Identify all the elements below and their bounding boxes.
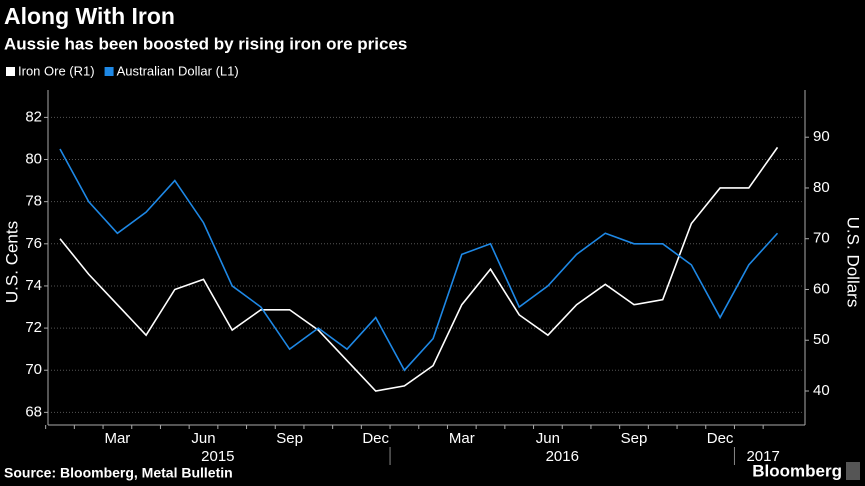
x-tick-label: Dec — [707, 430, 734, 447]
y2-tick-label: 50 — [813, 331, 830, 348]
x-tick-label: Dec — [362, 430, 389, 447]
x-tick-label: Jun — [191, 430, 215, 447]
y2-tick-label: 90 — [813, 128, 830, 145]
x-tick-label: Jun — [536, 430, 560, 447]
y2-tick-label: 40 — [813, 382, 830, 399]
y-tick-label: 68 — [25, 403, 42, 420]
legend-label: Australian Dollar (L1) — [117, 63, 239, 78]
x-tick-label: Sep — [276, 430, 303, 447]
year-label: 2017 — [746, 448, 779, 465]
chart-title: Along With Iron — [4, 3, 175, 29]
y-tick-label: 74 — [25, 277, 42, 294]
chart-subtitle: Aussie has been boosted by rising iron o… — [4, 34, 407, 53]
y-tick-label: 80 — [25, 150, 42, 167]
legend-swatch — [6, 67, 15, 76]
y2-axis-label: U.S. Dollars — [844, 217, 863, 308]
y-tick-label: 70 — [25, 361, 42, 378]
line — [59, 148, 779, 372]
x-tick-label: Mar — [449, 430, 475, 447]
brand-icon — [846, 462, 860, 480]
brand: Bloomberg — [752, 461, 842, 480]
y2-tick-label: 70 — [813, 230, 830, 247]
legend-label: Iron Ore (R1) — [18, 63, 95, 78]
y-tick-label: 82 — [25, 108, 42, 125]
year-label: 2015 — [201, 448, 234, 465]
y-tick-label: 76 — [25, 235, 42, 252]
y2-tick-label: 60 — [813, 280, 830, 297]
y-axis-label: U.S. Cents — [2, 221, 21, 303]
year-label: 2016 — [546, 448, 579, 465]
x-tick-label: Sep — [621, 430, 648, 447]
y2-tick-label: 80 — [813, 179, 830, 196]
x-tick-label: Mar — [104, 430, 130, 447]
legend-swatch — [104, 67, 114, 76]
source: Source: Bloomberg, Metal Bulletin — [4, 465, 233, 481]
line — [59, 146, 779, 392]
y-tick-label: 78 — [25, 193, 42, 210]
y-tick-label: 72 — [25, 319, 42, 336]
